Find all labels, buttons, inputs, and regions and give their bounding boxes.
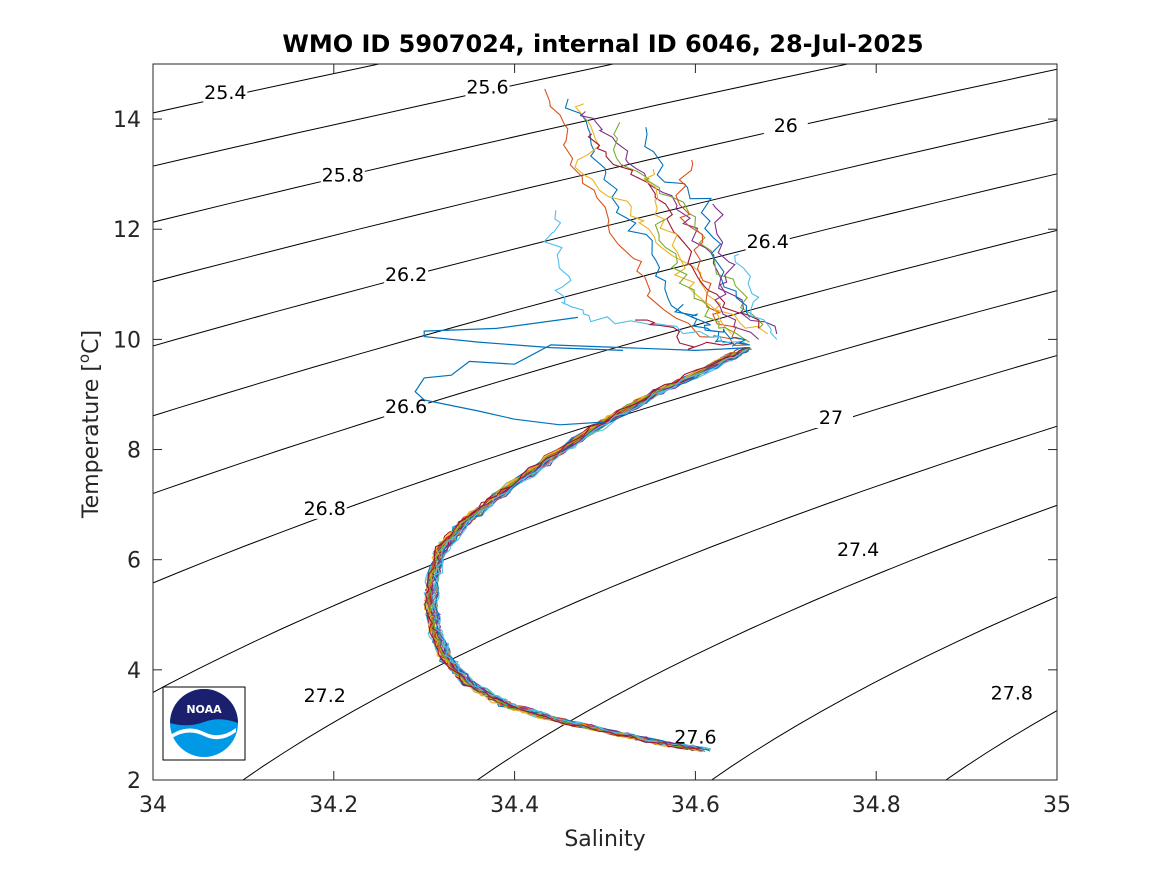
contour-label-bg [745,231,790,252]
noaa-logo: NOAA [162,686,246,761]
contour-line [153,229,1057,495]
profile-line [564,98,750,348]
y-axis-label-degree: o [75,354,93,363]
x-axis-label: Salinity [564,827,645,852]
contour-label-bg [989,683,1034,704]
contour-line [153,64,616,167]
y-axis-ticks: 2 4 6 8 10 12 14 [113,108,1057,794]
contour-label-bg [384,264,429,285]
contour-label: 27 [819,407,843,429]
contour-label: 27.4 [837,539,879,561]
profile-line [543,210,750,346]
x-tick-label: 35 [1043,793,1071,818]
contour-label: 26.2 [385,264,427,286]
x-tick-label: 34.6 [671,793,720,818]
profile-line [544,88,750,346]
x-axis-ticks: 34 34.2 34.4 34.6 34.8 35 [139,64,1071,818]
x-tick-label: 34.4 [490,793,539,818]
contour-label: 25.4 [204,82,246,104]
y-tick-label: 12 [113,218,141,243]
contour-label: 25.6 [466,77,508,99]
contour-line [476,504,1057,780]
profile-line [579,111,778,335]
y-axis-label: Temperature [oC] [75,330,104,519]
y-tick-label: 10 [113,328,141,353]
profile-line [644,127,751,318]
profile-line [612,122,764,329]
profile-lines [414,88,778,753]
contour-line [153,68,1057,283]
profile-line [587,133,760,329]
profile-line [673,303,750,346]
contour-label: 25.8 [322,165,364,187]
profile-line-outlier [414,344,750,426]
contour-label-bg [302,498,347,519]
contour-label-bg [384,396,429,417]
contour-line [153,64,850,223]
profile-line [712,203,760,340]
contour-label-bg [320,165,365,186]
profile-line [635,319,733,350]
contour-label-bg [763,116,808,137]
logo-seagull-band [170,689,238,726]
logo-text: NOAA [186,703,222,716]
x-tick-label: 34.2 [309,793,358,818]
contour-label-bg [302,686,347,707]
chart-title: WMO ID 5907024, internal ID 6046, 28-Jul… [282,30,923,58]
contour-label: 27.2 [304,685,346,707]
profile-line [654,218,750,343]
y-axis-label-unit: C] [79,330,104,354]
profile-line [424,347,750,750]
profile-line [643,168,733,335]
contour-label: 26.8 [304,498,346,520]
y-tick-label: 4 [127,659,141,684]
y-tick-label: 2 [127,769,141,794]
y-tick-label: 6 [127,549,141,574]
profile-line [431,347,750,751]
y-tick-label: 14 [113,108,141,133]
y-axis-label-main: Temperature [ [79,363,104,519]
contour-line [242,425,1057,780]
x-tick-label: 34.8 [852,793,901,818]
logo-wave [172,728,236,740]
contour-label-bg [673,727,718,748]
axes-box [152,63,1058,781]
contour-label: 26.4 [747,231,789,253]
contour-label-bg [465,77,510,98]
profile-line [734,253,778,340]
contour-label: 26.6 [385,396,427,418]
y-tick-label: 8 [127,439,141,464]
x-tick-label: 34 [139,793,167,818]
contour-label-bg [809,408,853,428]
profile-line-outlier [423,316,624,351]
contour-line [710,596,1057,780]
density-contour-labels: 25.4 25.6 25.8 26 26.2 26.4 26.6 26.8 27 27.2 27.4… [203,77,1034,748]
contour-label: 27.6 [674,726,716,748]
contour-label: 27.8 [991,682,1033,704]
contour-line [153,119,1057,347]
contour-label: 26 [774,115,798,137]
contour-label-bg [836,540,881,561]
profile-line [675,159,741,340]
contour-label-bg [203,83,248,104]
